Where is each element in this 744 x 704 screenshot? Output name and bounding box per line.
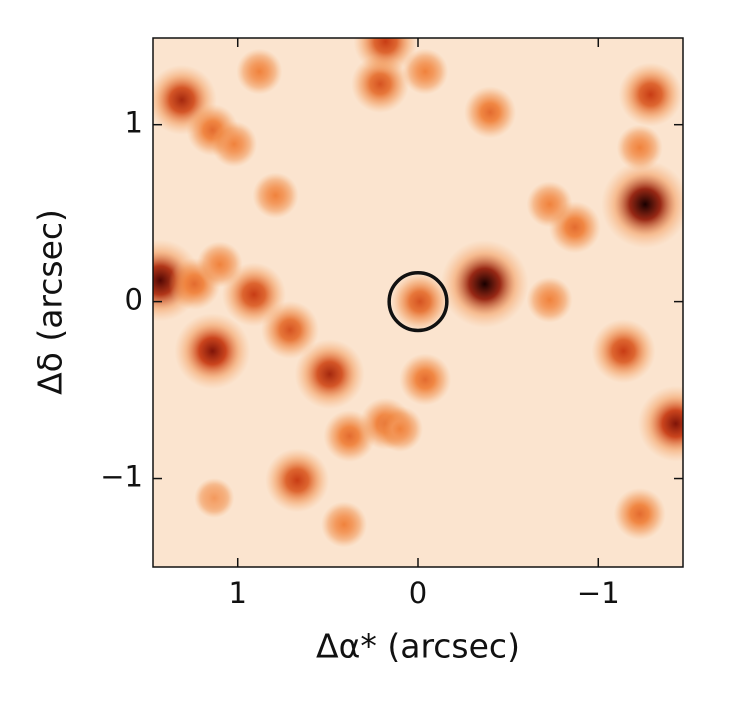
source (601, 160, 683, 249)
source (618, 62, 683, 127)
source (464, 86, 517, 139)
source (526, 181, 573, 228)
source (196, 241, 243, 288)
source (174, 313, 251, 390)
source (402, 48, 449, 95)
source (440, 239, 529, 328)
source (265, 448, 330, 513)
source (194, 478, 235, 518)
source (236, 48, 283, 95)
x-axis-label: Δα* (arcsec) (316, 627, 520, 666)
source (390, 272, 449, 331)
source (591, 319, 656, 384)
source (252, 172, 299, 219)
source (353, 38, 418, 74)
source (376, 406, 423, 452)
y-tick-label: 1 (125, 106, 143, 140)
source (321, 501, 368, 548)
source (616, 124, 663, 171)
source (613, 487, 666, 540)
source (399, 353, 452, 406)
y-axis-label: Δδ (arcsec) (31, 209, 70, 395)
source (294, 339, 365, 410)
source (637, 385, 683, 462)
target-circle (387, 271, 449, 333)
x-tick-label: 0 (409, 576, 427, 610)
y-tick-label: 0 (125, 283, 143, 317)
source (261, 300, 320, 359)
source (211, 121, 258, 168)
x-tick-label: 1 (229, 576, 247, 610)
y-tick-label: −1 (100, 460, 143, 494)
image-area (153, 38, 683, 567)
x-tick-label: −1 (577, 576, 620, 610)
source (526, 276, 573, 323)
